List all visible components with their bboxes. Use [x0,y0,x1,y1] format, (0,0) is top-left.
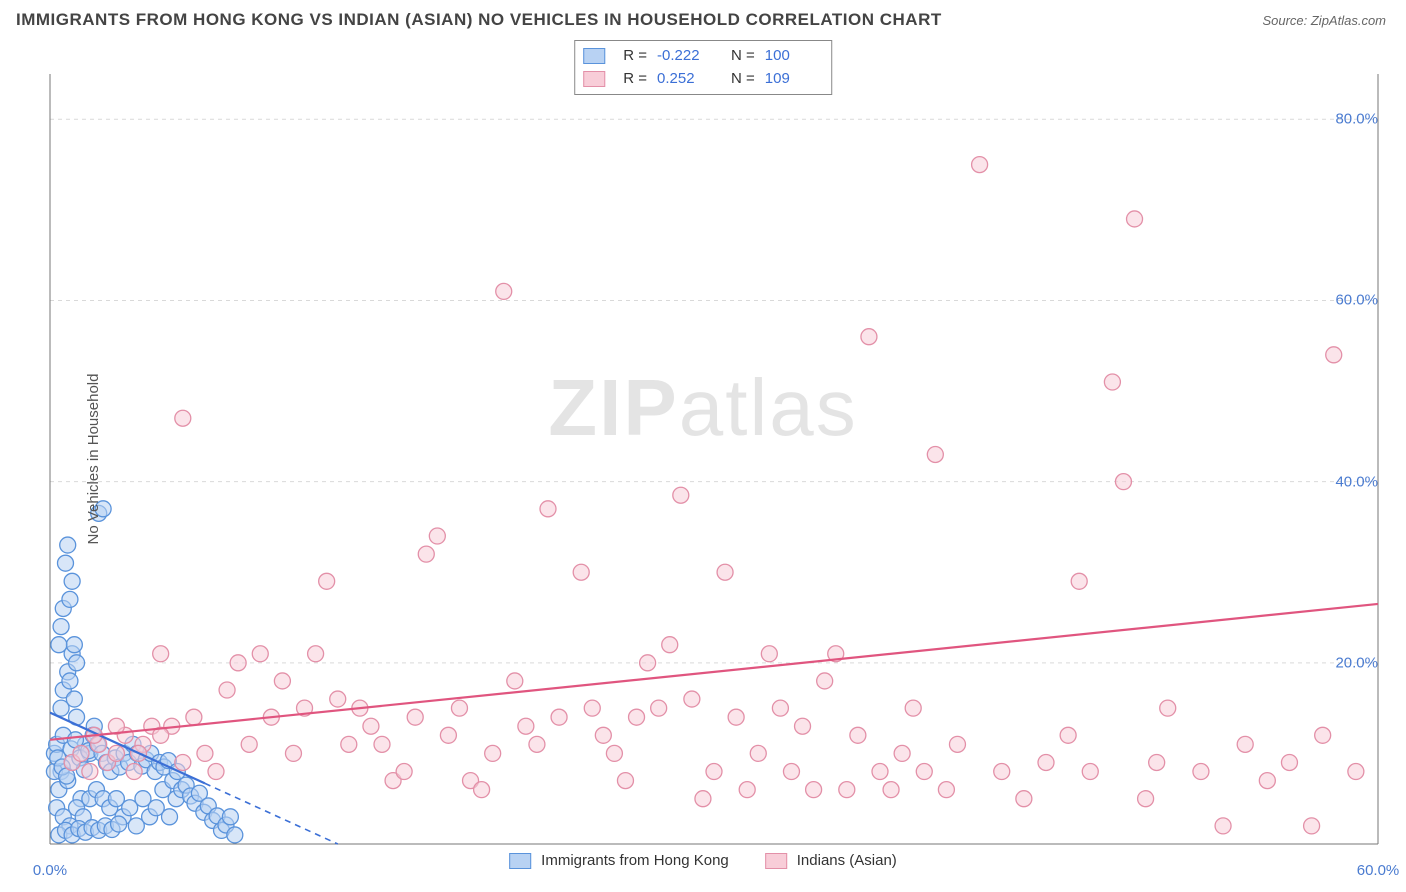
r-value-2: 0.252 [657,68,715,91]
r-label: R = [623,68,647,91]
y-tick-label: 40.0% [1335,473,1378,490]
scatter-plot-svg [0,34,1406,884]
r-value-1: -0.222 [657,45,715,68]
n-label: N = [731,45,755,68]
chart-title: IMMIGRANTS FROM HONG KONG VS INDIAN (ASI… [16,10,942,30]
y-tick-label: 20.0% [1335,654,1378,671]
legend-swatch [765,853,787,869]
legend-swatch [509,853,531,869]
legend-entry: Immigrants from Hong Kong [509,852,729,869]
swatch-series-1 [583,48,605,64]
stats-legend: R = -0.222 N = 100 R = 0.252 N = 109 [574,40,832,95]
source-attribution: Source: ZipAtlas.com [1262,13,1386,28]
stats-row-2: R = 0.252 N = 109 [583,68,823,91]
n-value-2: 109 [765,68,823,91]
legend-entry: Indians (Asian) [765,852,897,869]
legend-label: Indians (Asian) [797,852,897,869]
bottom-legend: Immigrants from Hong Kong Indians (Asian) [509,852,897,869]
y-axis-title: No Vehicles in Household [85,374,102,545]
y-tick-label: 60.0% [1335,292,1378,309]
chart-area: No Vehicles in Household ZIPatlas R = -0… [0,34,1406,884]
x-tick-label: 0.0% [33,862,67,879]
n-label: N = [731,68,755,91]
x-tick-label: 60.0% [1357,862,1400,879]
title-bar: IMMIGRANTS FROM HONG KONG VS INDIAN (ASI… [0,0,1406,34]
legend-label: Immigrants from Hong Kong [541,852,729,869]
r-label: R = [623,45,647,68]
swatch-series-2 [583,71,605,87]
n-value-1: 100 [765,45,823,68]
y-tick-label: 80.0% [1335,111,1378,128]
stats-row-1: R = -0.222 N = 100 [583,45,823,68]
